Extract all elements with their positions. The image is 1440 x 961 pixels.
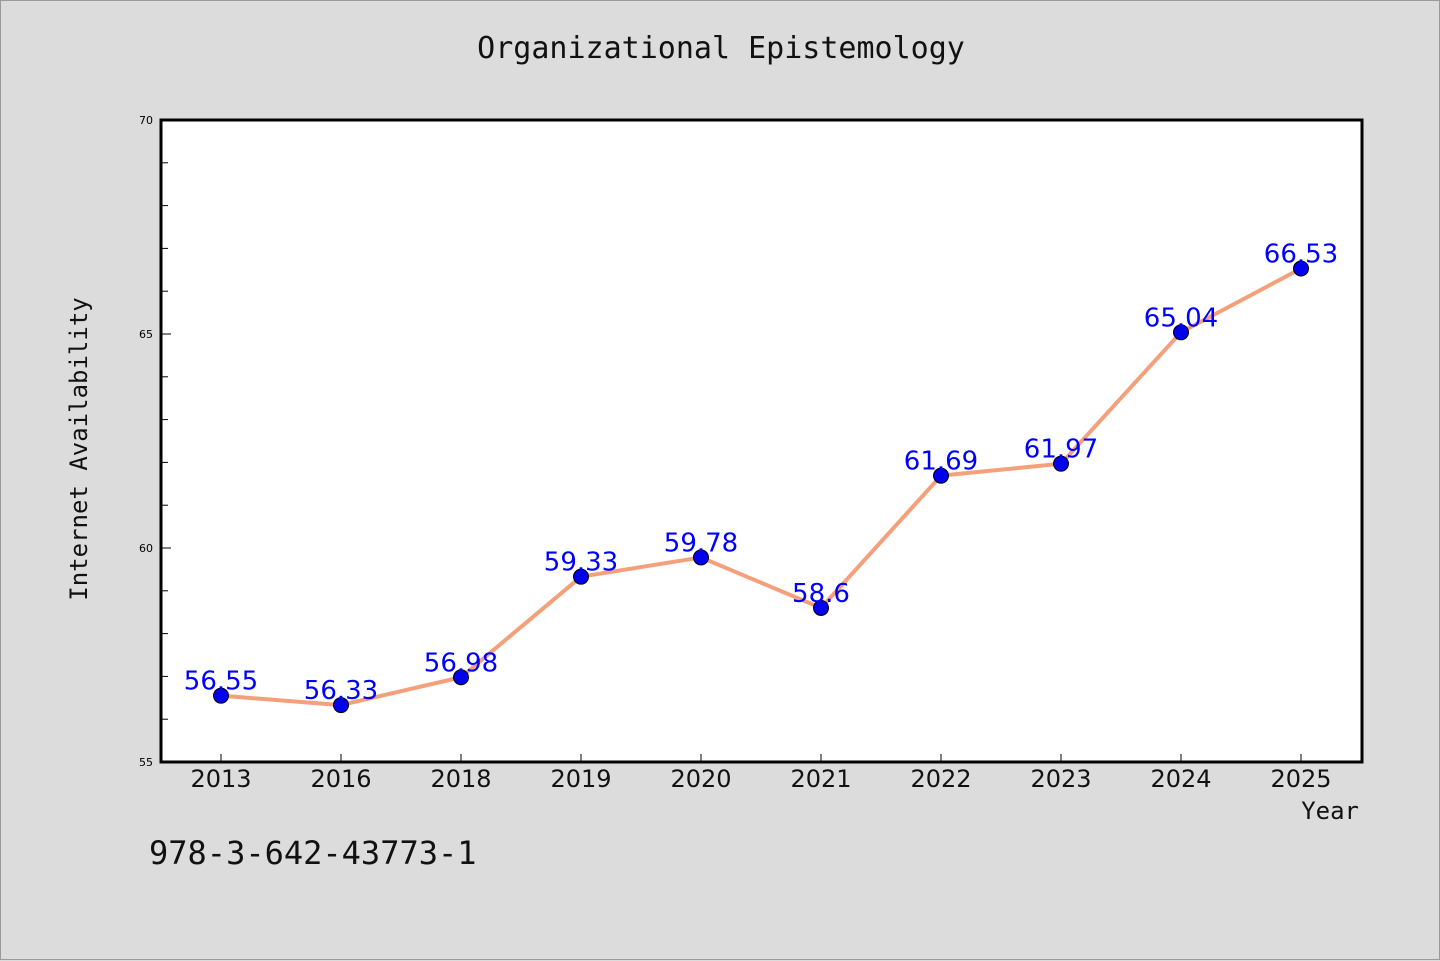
data-label: 59.78 [664,528,738,558]
data-point [933,467,949,484]
data-label: 56.55 [184,667,258,697]
y-axis-label: Internet Availability [65,297,93,601]
y-tick-label: 55 [139,756,153,769]
x-tick-label: 2013 [190,765,251,793]
y-tick-label: 60 [139,542,153,555]
data-point [1173,324,1189,341]
x-tick-label: 2020 [670,765,731,793]
data-label: 61.69 [904,447,978,477]
data-label: 56.33 [304,676,378,706]
x-tick-label: 2016 [310,765,371,793]
chart-title: Organizational Epistemology [477,31,965,66]
data-point [1053,455,1069,472]
data-label: 65.04 [1144,303,1218,333]
x-tick-label: 2023 [1030,765,1091,793]
data-label: 59.33 [544,548,618,578]
x-tick-label: 2021 [790,765,851,793]
data-label: 66.53 [1264,240,1338,270]
x-tick-label: 2025 [1270,765,1331,793]
x-axis-label: Year [1301,797,1359,825]
footnote-isbn: 978-3-642-43773-1 [149,834,477,872]
data-point [213,687,229,704]
data-point [693,549,709,566]
data-label: 58.6 [792,579,850,609]
data-point [813,599,829,616]
x-tick-label: 2022 [910,765,971,793]
data-label: 56.98 [424,648,498,678]
plot-frame [159,118,1364,764]
y-tick-label: 65 [139,328,153,341]
series-line [220,266,1302,708]
data-point [333,697,349,714]
x-tick-label: 2018 [430,765,491,793]
y-tick-label: 70 [139,114,153,127]
data-point [453,669,469,686]
data-point [1293,260,1309,277]
x-tick-label: 2019 [550,765,611,793]
data-point [573,568,589,585]
data-label: 61.97 [1024,435,1098,465]
x-tick-label: 2024 [1150,765,1211,793]
